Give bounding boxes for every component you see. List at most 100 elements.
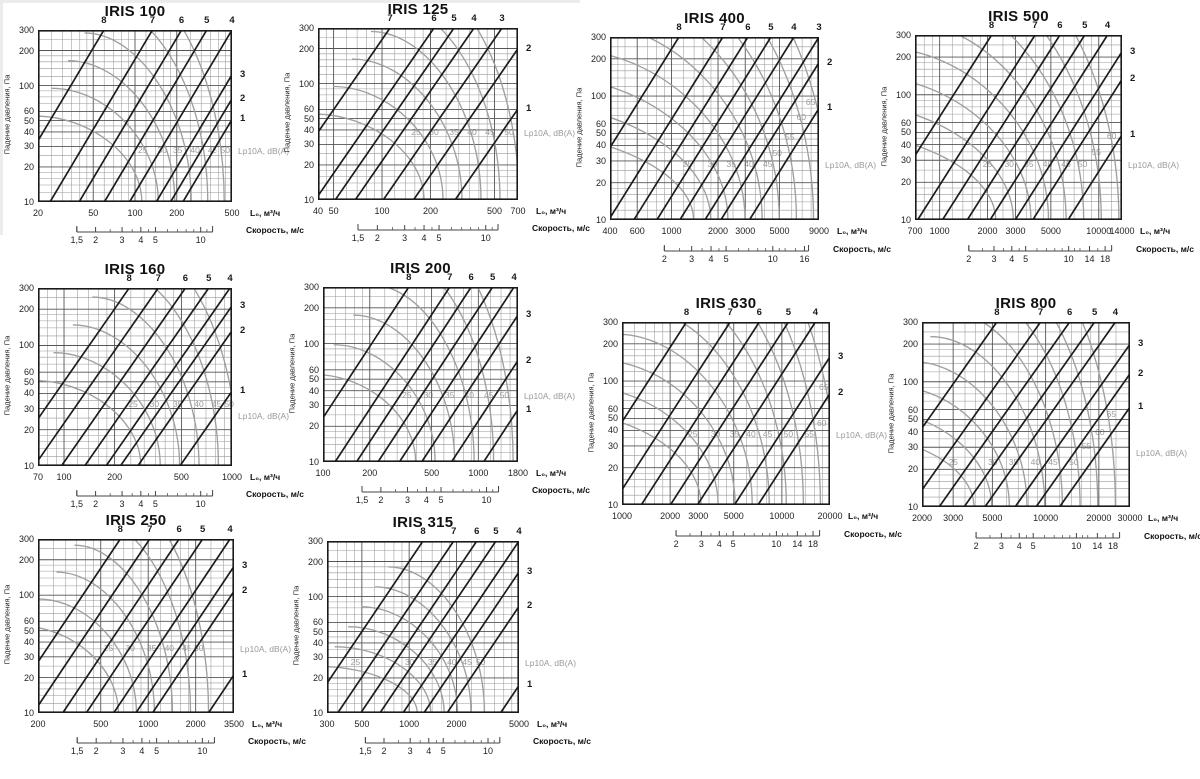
chart-title: IRIS 160 <box>104 261 166 278</box>
x-axis-unit-label: L₀, м³/ч <box>1148 513 1179 523</box>
damper-top-label: 6 <box>745 22 751 33</box>
velocity-tick-label: 2 <box>381 746 387 756</box>
velocity-tick-label: 1,5 <box>355 495 369 505</box>
damper-right-label: 1 <box>526 102 532 114</box>
x-tick-label: 5000 <box>982 513 1003 523</box>
velocity-axis-label: Скорость, м/с <box>246 225 304 235</box>
velocity-axis-label: Скорость, м/с <box>248 736 306 746</box>
damper-right-label: 1 <box>242 668 248 680</box>
y-tick-label: 40 <box>303 124 314 135</box>
x-tick-label: 14000 <box>1109 226 1135 236</box>
noise-unit-label: Lp10A, dB(A) <box>524 391 576 402</box>
damper-right-label: 3 <box>838 350 844 362</box>
y-tick-label: 200 <box>602 338 618 349</box>
noise-level-label: 45 <box>1044 457 1063 467</box>
noise-level-label: 25 <box>683 430 702 440</box>
noise-unit-label: Lp10A, dB(A) <box>1128 159 1180 170</box>
y-tick-label: 60 <box>607 403 618 414</box>
velocity-tick-label: 4 <box>423 495 429 505</box>
y-tick-label: 200 <box>18 304 34 315</box>
y-tick-label: 10 <box>308 457 319 467</box>
y-tick-label: 300 <box>590 32 606 42</box>
velocity-axis-label: Скорость, м/с <box>1136 244 1194 254</box>
y-tick-label: 300 <box>307 536 323 546</box>
x-tick-label: 5000 <box>723 511 744 521</box>
y-tick-label: 20 <box>23 161 34 172</box>
velocity-tick-label: 2 <box>973 541 979 551</box>
x-tick-label: 2000 <box>660 511 681 521</box>
damper-top-label: 7 <box>149 15 156 26</box>
damper-right-label: 2 <box>526 42 532 54</box>
y-tick-label: 40 <box>907 426 918 437</box>
velocity-axis-label: Скорость, м/с <box>246 489 304 499</box>
damper-right-label: 2 <box>1130 73 1136 85</box>
x-tick-label: 200 <box>107 472 123 482</box>
noise-level-label: 25 <box>133 146 152 156</box>
y-tick-label: 30 <box>595 155 606 166</box>
velocity-tick-label: 2 <box>93 235 99 245</box>
y-tick-label: 100 <box>895 89 911 100</box>
velocity-tick-label: 3 <box>402 233 408 243</box>
y-tick-label: 30 <box>23 651 34 662</box>
noise-level-label: 35 <box>725 430 744 440</box>
noise-level-label: 40 <box>739 160 758 170</box>
noise-level-label: 35 <box>423 658 442 668</box>
x-tick-label: 500 <box>424 468 440 478</box>
y-tick-label: 60 <box>312 617 323 628</box>
damper-top-label: 7 <box>720 22 726 33</box>
y-tick-label: 40 <box>23 388 34 399</box>
noise-level-label: 50 <box>1073 159 1092 169</box>
velocity-tick-label: 18 <box>808 539 819 549</box>
noise-level-label: 25 <box>99 643 118 653</box>
velocity-ruler <box>975 532 1121 539</box>
y-tick-label: 20 <box>23 424 34 435</box>
y-tick-label: 20 <box>312 672 323 683</box>
y-tick-label: 30 <box>23 141 34 152</box>
x-axis-unit-label: L₀, м³/ч <box>837 226 868 236</box>
velocity-ruler <box>675 530 821 537</box>
y-tick-label: 200 <box>298 43 314 54</box>
y-tick-label: 50 <box>23 625 34 636</box>
velocity-tick-label: 2 <box>661 254 667 264</box>
noise-level-label: 50 <box>220 400 239 410</box>
x-tick-label: 70 <box>32 472 43 482</box>
noise-level-label: 25 <box>124 400 143 410</box>
x-tick-label: 3000 <box>688 511 709 521</box>
x-tick-label: 100 <box>56 472 72 482</box>
velocity-tick-label: 10 <box>1063 254 1074 264</box>
x-axis-unit-label: L₀, м³/ч <box>536 468 567 478</box>
damper-right-label: 1 <box>526 403 532 415</box>
damper-top-label: 7 <box>1032 20 1038 31</box>
noise-level-label: 40 <box>442 658 461 668</box>
velocity-tick-label: 18 <box>1108 541 1119 551</box>
y-tick-label: 200 <box>18 45 34 56</box>
y-tick-label: 10 <box>907 502 918 512</box>
noise-unit-label: Lp10A, dB(A) <box>525 658 577 669</box>
y-tick-label: 10 <box>23 197 34 207</box>
damper-top-label: 5 <box>489 272 496 283</box>
velocity-axis-label: Скорость, м/с <box>532 223 590 233</box>
x-axis-unit-label: L₀, м³/ч <box>250 472 281 482</box>
x-tick-label: 200 <box>422 206 438 216</box>
y-tick-label: 100 <box>298 78 314 89</box>
x-tick-label: 1000 <box>399 719 420 729</box>
noise-level-label: 40 <box>463 127 481 137</box>
page-edge-left <box>0 0 3 235</box>
noise-level-label: 30 <box>145 400 164 410</box>
damper-right-label: 3 <box>527 565 533 577</box>
velocity-tick-label: 5 <box>723 254 729 264</box>
x-tick-label: 700 <box>510 206 526 216</box>
y-tick-label: 60 <box>308 364 319 375</box>
y-tick-label: 100 <box>303 338 319 349</box>
damper-top-label: 6 <box>468 272 474 283</box>
x-tick-label: 100 <box>127 208 143 218</box>
damper-top-label: 6 <box>474 526 480 537</box>
plot-area <box>622 322 830 505</box>
y-tick-label: 20 <box>907 464 918 475</box>
noise-level-label: 35 <box>722 160 741 170</box>
damper-right-label: 1 <box>1130 128 1136 140</box>
noise-unit-label: Lp10A, dB(A) <box>240 643 292 654</box>
plot-area <box>327 541 519 713</box>
noise-level-label: 50 <box>1064 457 1083 467</box>
